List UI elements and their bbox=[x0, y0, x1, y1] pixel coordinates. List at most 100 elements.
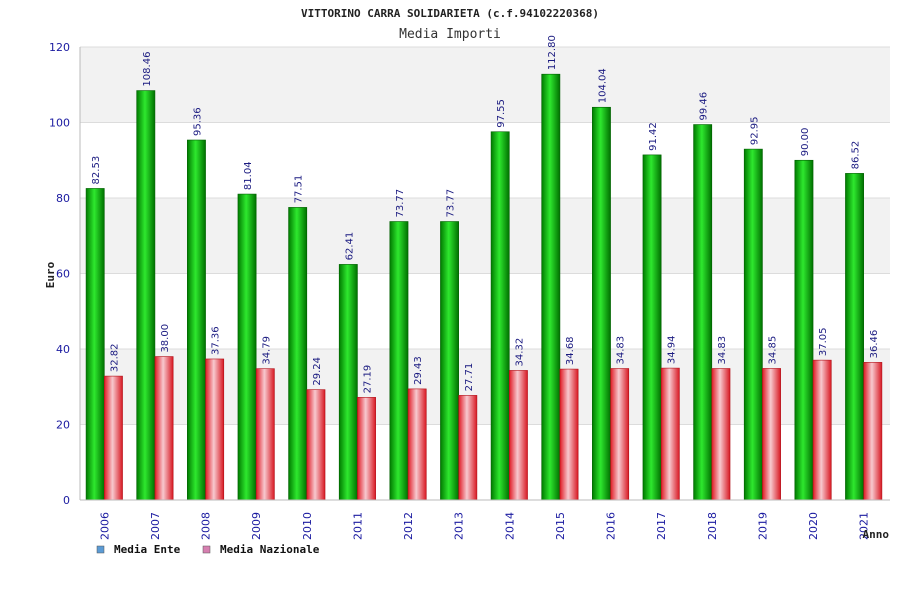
data-label: 37.05 bbox=[818, 327, 829, 356]
x-tick-label: 2014 bbox=[503, 512, 516, 540]
data-label: 34.79 bbox=[261, 336, 272, 365]
legend: Media Ente Media Nazionale bbox=[96, 543, 320, 556]
data-label: 108.46 bbox=[142, 52, 153, 87]
bar-media-nazionale-2014 bbox=[508, 370, 528, 501]
bar-media-nazionale-2008 bbox=[205, 358, 225, 501]
y-tick-label: 80 bbox=[56, 192, 70, 205]
y-tick-label: 40 bbox=[56, 343, 70, 356]
x-tick-label: 2013 bbox=[453, 512, 466, 540]
bar-media-ente-2006 bbox=[85, 188, 105, 501]
y-tick-label: 20 bbox=[56, 419, 70, 432]
legend-label-media-ente: Media Ente bbox=[114, 543, 181, 556]
data-label: 38.00 bbox=[160, 324, 171, 353]
x-tick-label: 2006 bbox=[98, 512, 111, 540]
data-label: 34.94 bbox=[666, 335, 677, 364]
plot-band bbox=[80, 47, 890, 123]
data-label: 62.41 bbox=[344, 232, 355, 261]
data-label: 92.95 bbox=[749, 116, 760, 145]
bar-media-nazionale-2017 bbox=[660, 367, 680, 501]
x-tick-label: 2009 bbox=[250, 512, 263, 540]
bar-media-ente-2021 bbox=[845, 173, 864, 501]
x-tick-label: 2017 bbox=[655, 512, 668, 540]
chart-title: VITTORINO CARRA SOLIDARIETA (c.f.9410222… bbox=[301, 7, 599, 20]
data-label: 95.36 bbox=[192, 107, 203, 136]
data-label: 90.00 bbox=[800, 128, 811, 157]
y-tick-label: 0 bbox=[63, 494, 70, 507]
data-label: 86.52 bbox=[851, 141, 862, 170]
x-tick-label: 2010 bbox=[301, 512, 314, 540]
bar-media-nazionale-2006 bbox=[104, 375, 123, 501]
bar-media-ente-2011 bbox=[338, 264, 358, 501]
bar-media-ente-2014 bbox=[490, 131, 510, 501]
bar-media-ente-2008 bbox=[187, 139, 206, 501]
y-tick-label: 60 bbox=[56, 268, 70, 281]
data-label: 27.19 bbox=[363, 365, 374, 394]
bar-media-ente-2020 bbox=[794, 159, 814, 501]
bar-media-nazionale-2009 bbox=[255, 368, 275, 501]
y-tick-label: 120 bbox=[49, 41, 70, 54]
data-label: 112.80 bbox=[547, 35, 558, 70]
bar-media-nazionale-2018 bbox=[711, 368, 731, 501]
x-axis-label: Anno bbox=[863, 528, 890, 541]
bar-media-nazionale-2015 bbox=[559, 368, 579, 501]
bar-media-nazionale-2020 bbox=[812, 359, 832, 501]
data-labels: 82.53 32.82 108.46 38.00 95.36 37.36 81.04 34.7… bbox=[91, 35, 880, 393]
bar-media-nazionale-2013 bbox=[458, 395, 478, 501]
x-axis: 2006 2007 2008 2009 2010 2011 2012 2013 2014 2015… bbox=[80, 499, 890, 540]
bar-media-ente-2009 bbox=[237, 193, 257, 501]
y-axis: 0 20 40 60 80 100 120 bbox=[49, 41, 81, 507]
bar-media-nazionale-2011 bbox=[357, 397, 376, 501]
x-tick-label: 2021 bbox=[858, 512, 871, 540]
y-tick-label: 100 bbox=[49, 117, 70, 130]
data-label: 32.82 bbox=[109, 343, 120, 372]
data-label: 34.83 bbox=[616, 336, 627, 365]
bar-media-ente-2018 bbox=[693, 124, 713, 501]
data-label: 73.77 bbox=[446, 189, 457, 218]
data-label: 34.32 bbox=[514, 338, 525, 367]
data-label: 99.46 bbox=[699, 92, 710, 121]
bar-media-ente-2007 bbox=[136, 90, 156, 501]
x-tick-label: 2015 bbox=[554, 512, 567, 540]
bar-media-nazionale-2016 bbox=[610, 368, 630, 501]
x-tick-label: 2016 bbox=[605, 512, 618, 540]
data-label: 34.85 bbox=[768, 336, 779, 365]
bar-media-nazionale-2012 bbox=[407, 388, 427, 501]
data-label: 82.53 bbox=[91, 156, 102, 185]
legend-swatch-media-nazionale bbox=[202, 545, 211, 554]
data-label: 29.43 bbox=[413, 356, 424, 385]
y-axis-label: Euro bbox=[44, 261, 57, 288]
bar-media-ente-2016 bbox=[592, 106, 611, 501]
x-tick-label: 2012 bbox=[402, 512, 415, 540]
legend-swatch-media-ente bbox=[96, 545, 105, 554]
bar-media-nazionale-2010 bbox=[306, 389, 326, 501]
data-label: 97.55 bbox=[496, 99, 507, 128]
data-label: 77.51 bbox=[294, 175, 305, 204]
x-tick-label: 2018 bbox=[706, 512, 719, 540]
data-label: 34.68 bbox=[565, 336, 576, 365]
bar-media-ente-2010 bbox=[288, 207, 308, 501]
bar-media-nazionale-2019 bbox=[762, 368, 781, 501]
legend-label-media-nazionale: Media Nazionale bbox=[220, 543, 320, 556]
bar-media-nazionale-2007 bbox=[154, 356, 174, 501]
x-tick-label: 2020 bbox=[807, 512, 820, 540]
data-label: 29.24 bbox=[312, 357, 323, 386]
x-tick-label: 2008 bbox=[200, 512, 213, 540]
x-tick-label: 2019 bbox=[756, 512, 769, 540]
bar-media-ente-2012 bbox=[389, 221, 409, 501]
data-label: 81.04 bbox=[243, 161, 254, 190]
bar-media-ente-2019 bbox=[743, 148, 763, 501]
chart-subtitle: Media Importi bbox=[399, 27, 501, 42]
bar-media-ente-2015 bbox=[541, 73, 561, 501]
data-label: 36.46 bbox=[869, 330, 880, 359]
x-tick-label: 2011 bbox=[351, 512, 364, 540]
bar-media-nazionale-2021 bbox=[863, 362, 883, 501]
data-label: 34.83 bbox=[717, 336, 728, 365]
data-label: 104.04 bbox=[597, 68, 608, 103]
bar-media-ente-2013 bbox=[440, 221, 459, 501]
data-label: 37.36 bbox=[211, 326, 222, 355]
x-tick-label: 2007 bbox=[149, 512, 162, 540]
data-label: 27.71 bbox=[464, 363, 475, 392]
data-label: 73.77 bbox=[395, 189, 406, 218]
data-label: 91.42 bbox=[648, 122, 659, 151]
